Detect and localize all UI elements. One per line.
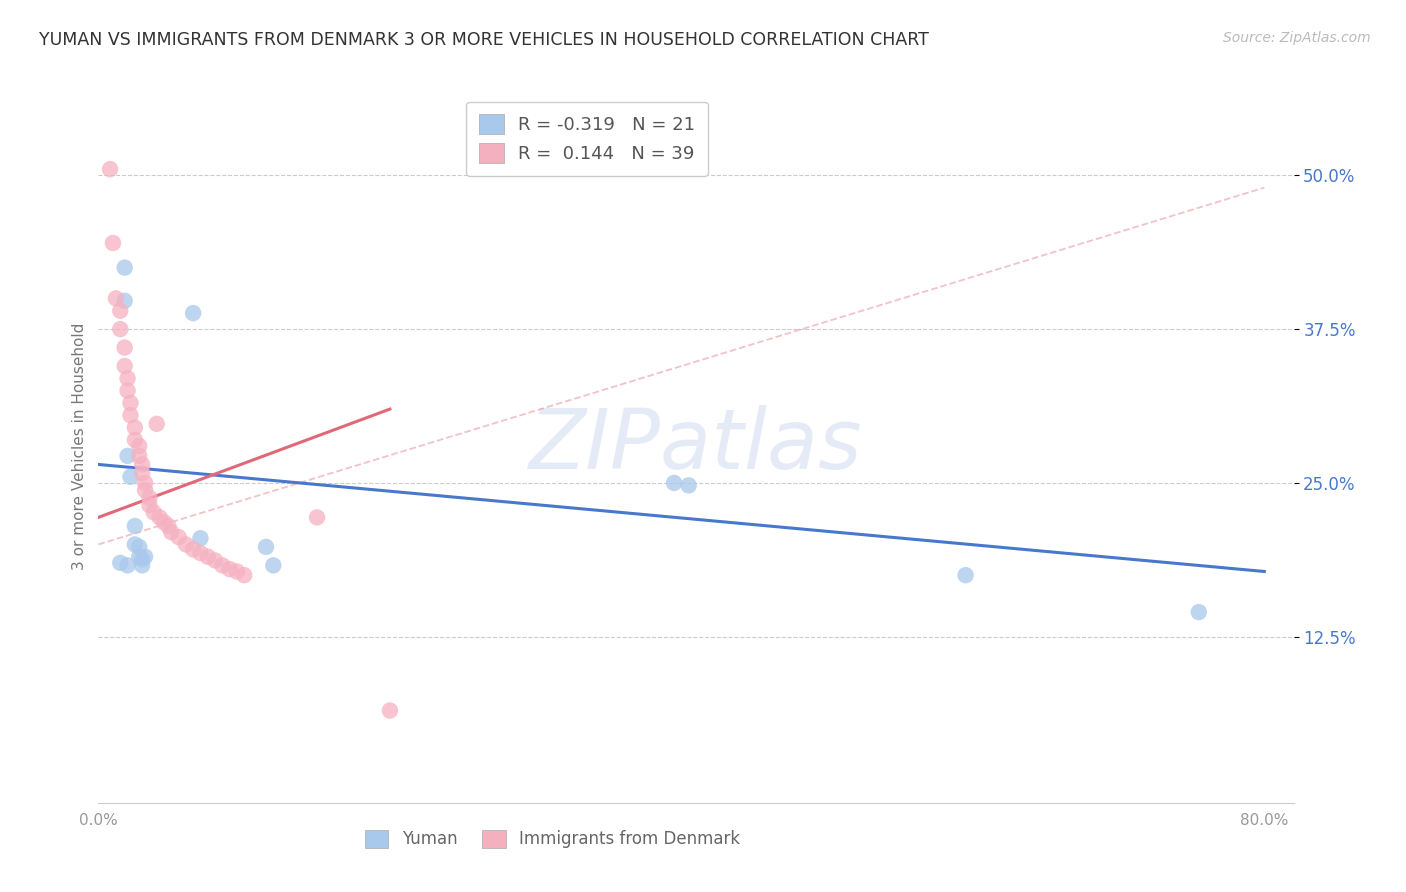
Point: [181, 542, 204, 557]
Point: [378, 704, 401, 718]
Text: Source: ZipAtlas.com: Source: ZipAtlas.com: [1223, 31, 1371, 45]
Point: [128, 449, 150, 463]
Point: [110, 303, 132, 318]
Point: [138, 498, 160, 512]
Point: [101, 235, 124, 250]
Point: [211, 558, 233, 573]
Point: [254, 540, 277, 554]
Point: [233, 568, 256, 582]
Point: [167, 530, 190, 544]
Point: [110, 322, 132, 336]
Point: [110, 556, 132, 570]
Point: [138, 491, 160, 505]
Point: [131, 558, 153, 573]
Point: [134, 549, 156, 564]
Point: [305, 510, 328, 524]
Point: [120, 409, 142, 423]
Point: [128, 439, 150, 453]
Point: [181, 306, 204, 320]
Point: [114, 359, 136, 373]
Point: [218, 562, 240, 576]
Point: [114, 341, 136, 355]
Point: [128, 540, 150, 554]
Point: [157, 519, 180, 533]
Point: [120, 469, 142, 483]
Point: [104, 291, 127, 305]
Point: [197, 549, 219, 564]
Point: [114, 260, 136, 275]
Point: [134, 483, 156, 498]
Point: [262, 558, 284, 573]
Point: [124, 519, 146, 533]
Point: [153, 516, 176, 530]
Text: ZIPatlas: ZIPatlas: [529, 406, 863, 486]
Point: [120, 396, 142, 410]
Point: [124, 537, 146, 551]
Point: [117, 558, 139, 573]
Point: [131, 458, 153, 472]
Point: [174, 537, 197, 551]
Point: [190, 546, 212, 560]
Point: [98, 162, 121, 177]
Point: [190, 531, 212, 545]
Y-axis label: 3 or more Vehicles in Household: 3 or more Vehicles in Household: [72, 322, 87, 570]
Point: [124, 433, 146, 447]
Point: [149, 510, 172, 524]
Point: [117, 384, 139, 398]
Point: [225, 565, 247, 579]
Point: [678, 478, 700, 492]
Point: [955, 568, 977, 582]
Point: [134, 475, 156, 490]
Point: [160, 525, 183, 540]
Point: [128, 549, 150, 564]
Text: YUMAN VS IMMIGRANTS FROM DENMARK 3 OR MORE VEHICLES IN HOUSEHOLD CORRELATION CHA: YUMAN VS IMMIGRANTS FROM DENMARK 3 OR MO…: [39, 31, 929, 49]
Point: [124, 420, 146, 434]
Point: [131, 552, 153, 566]
Point: [662, 475, 685, 490]
Point: [117, 449, 139, 463]
Point: [131, 466, 153, 480]
Legend: Yuman, Immigrants from Denmark: Yuman, Immigrants from Denmark: [359, 823, 747, 855]
Point: [1188, 605, 1211, 619]
Point: [204, 553, 226, 567]
Point: [114, 293, 136, 308]
Point: [117, 371, 139, 385]
Point: [145, 417, 167, 431]
Point: [142, 505, 165, 519]
